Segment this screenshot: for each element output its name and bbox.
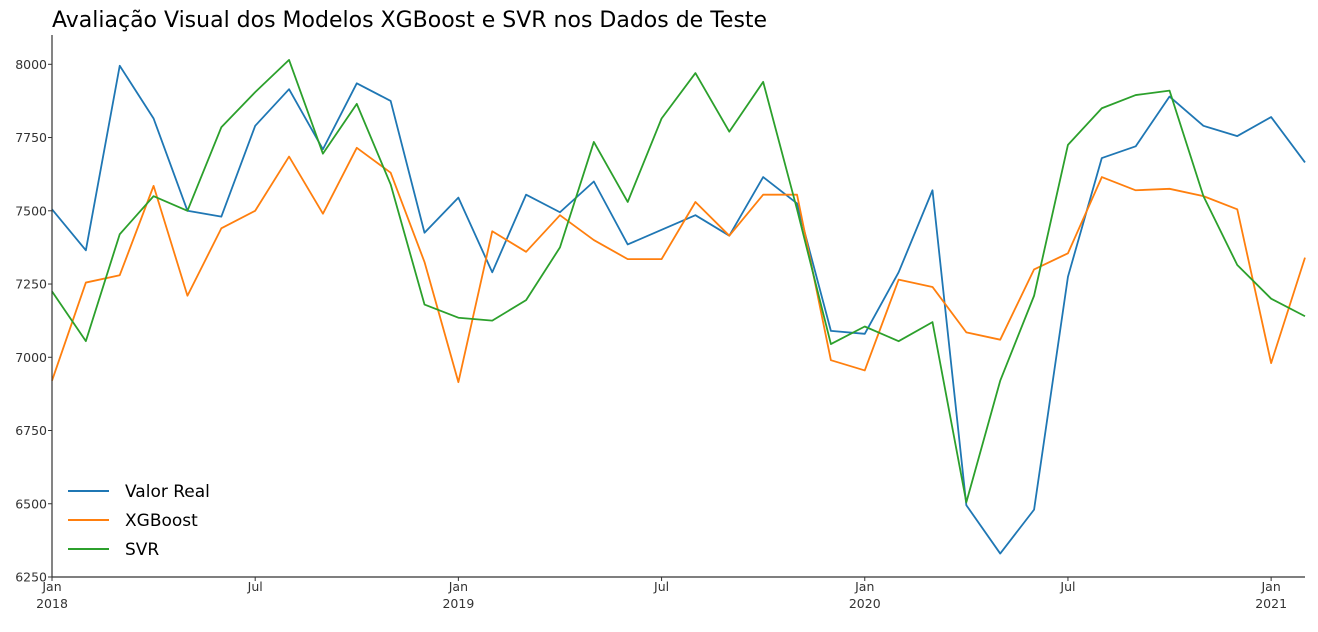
axes: [51, 35, 1305, 578]
x-tick-year-label: 2021: [1255, 596, 1287, 611]
x-tick-label: Jan: [41, 579, 61, 594]
y-tick-label: 6750: [15, 423, 47, 438]
legend: Valor Real XGBoost SVR: [68, 482, 210, 560]
legend-label-xgboost: XGBoost: [125, 511, 198, 531]
x-tick-label: Jul: [1059, 579, 1075, 594]
y-tick-label: 7750: [15, 130, 47, 145]
chart-title: Avaliação Visual dos Modelos XGBoost e S…: [52, 8, 767, 33]
x-tick-label: Jul: [653, 579, 669, 594]
y-tick-label: 6500: [15, 496, 47, 511]
y-tick-label: 7500: [15, 203, 47, 218]
y-tick-label: 6250: [15, 570, 47, 585]
x-tick-label: Jan: [448, 579, 468, 594]
x-tick-label: Jul: [247, 579, 263, 594]
legend-label-svr: SVR: [125, 540, 159, 560]
legend-label-valor-real: Valor Real: [125, 482, 210, 502]
x-tick-year-label: 2019: [442, 596, 474, 611]
series-line-valor-real: [51, 64, 1306, 555]
series-line-svr: [51, 59, 1306, 504]
x-tick-label: Jan: [854, 579, 874, 594]
x-tick-labels: Jan 2018 Jul Jan 2019 Jul Jan 2020 Jul Jan 2021: [36, 577, 1287, 611]
y-tick-labels: 6250 6500 6750 7000 7250 7500 7750 8000: [15, 57, 52, 585]
series-line-xgboost: [51, 146, 1306, 384]
x-tick-year-label: 2020: [849, 596, 881, 611]
y-tick-label: 8000: [15, 57, 47, 72]
y-tick-label: 7000: [15, 350, 47, 365]
x-tick-label: Jan: [1260, 579, 1280, 594]
series-lines: [51, 59, 1306, 555]
x-tick-year-label: 2018: [36, 596, 68, 611]
y-tick-label: 7250: [15, 277, 47, 292]
